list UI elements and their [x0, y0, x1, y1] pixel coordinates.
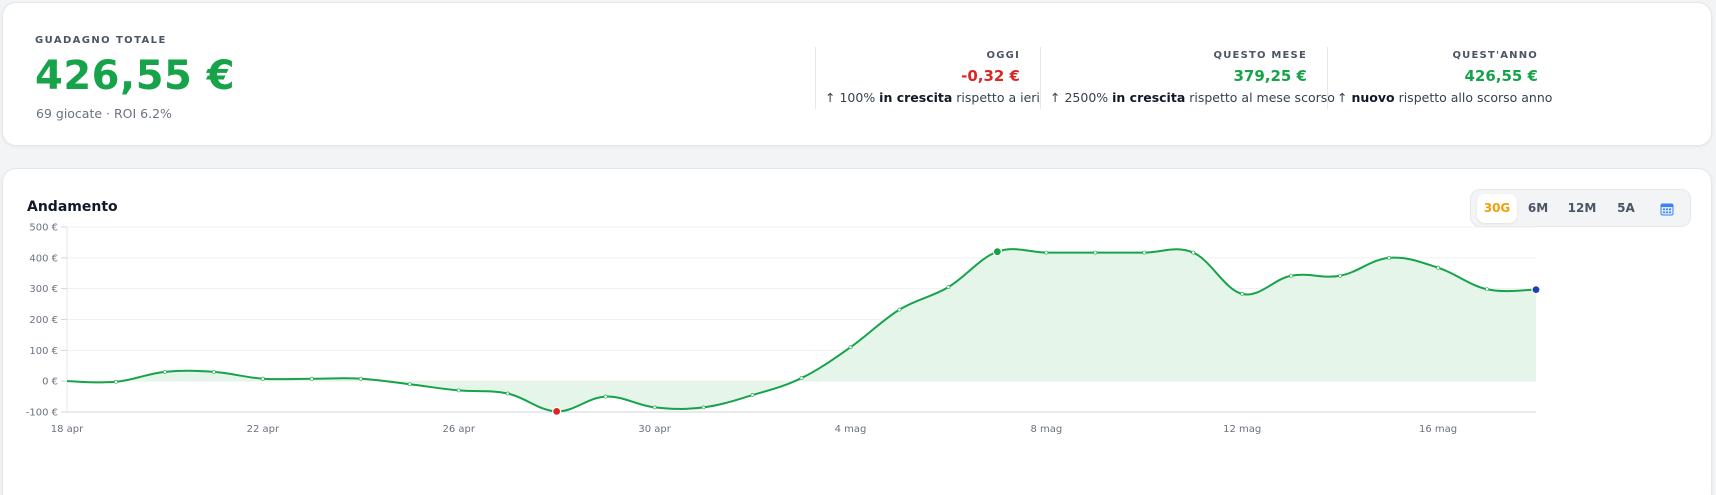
y-tick-label: 500 € [29, 223, 58, 234]
trend-chart: 500 € 400 € 300 € 200 € 100 € 0 € -100 € 18 apr… [26, 223, 1541, 435]
calendar-icon [1660, 203, 1674, 215]
x-tick-label: 12 mag [1223, 424, 1261, 435]
data-point [1142, 250, 1147, 255]
y-tick-label: 0 € [42, 377, 58, 388]
chart-title: Andamento [27, 199, 118, 215]
range-button-12m[interactable]: 12M [1567, 201, 1597, 215]
data-point [456, 388, 461, 393]
y-tick-label: 100 € [29, 346, 58, 357]
data-point [799, 376, 804, 380]
x-tick-label: 16 mag [1419, 424, 1457, 435]
stat-label: QUEST'ANNO [1452, 50, 1538, 61]
x-tick-label: 30 apr [638, 424, 671, 435]
x-tick-label: 26 apr [442, 424, 475, 435]
x-tick-label: 22 apr [247, 424, 280, 435]
data-point [750, 393, 755, 397]
y-tick-label: 300 € [29, 284, 58, 295]
stat-this-year: QUEST'ANNO 426,55 € ↑ nuovo rispetto all… [1337, 47, 1553, 109]
data-point [211, 370, 216, 374]
data-point [1436, 265, 1440, 270]
stat-value: -0,32 € [961, 67, 1020, 85]
trend-card: Andamento 30G 6M 12M 5A 500 € 400 € 300 € 2… [2, 168, 1712, 495]
total-profit-label: GUADAGNO TOTALE [35, 35, 167, 46]
data-point [848, 345, 853, 350]
arrow-up-icon: ↑ [825, 90, 836, 105]
data-point [114, 379, 118, 384]
data-point [1289, 273, 1294, 278]
last-marker [1531, 284, 1541, 295]
stat-note: ↑ nuovo rispetto allo scorso anno [1337, 90, 1553, 105]
data-point [1338, 273, 1343, 278]
series-area [67, 249, 1536, 412]
divider [815, 47, 816, 109]
calendar-button[interactable] [1649, 194, 1685, 223]
y-tick-label: 200 € [29, 315, 58, 326]
data-point [897, 307, 902, 312]
summary-card: GUADAGNO TOTALE 426,55 € 69 giocate · RO… [2, 2, 1712, 146]
range-button-5a[interactable]: 5A [1617, 201, 1635, 215]
arrow-up-icon: ↑ [1337, 90, 1348, 105]
stat-note: ↑ 100% in crescita rispetto a ieri [825, 90, 1040, 105]
total-profit-subtitle: 69 giocate · ROI 6.2% [36, 106, 172, 121]
stat-today: OGGI -0,32 € ↑ 100% in crescita rispetto… [825, 47, 1040, 109]
data-point [603, 394, 608, 399]
data-point [652, 405, 657, 410]
data-point [407, 382, 412, 387]
divider [1040, 47, 1041, 109]
total-profit-value: 426,55 € [35, 53, 236, 99]
range-selector: 30G 6M 12M 5A [1470, 189, 1691, 227]
data-point [358, 376, 363, 381]
data-point [1387, 255, 1392, 260]
data-point [946, 285, 951, 290]
x-tick-label: 8 mag [1030, 424, 1062, 435]
x-tick-label: 4 mag [835, 424, 867, 435]
x-tick-label: 18 apr [51, 424, 84, 435]
stat-value: 379,25 € [1233, 67, 1307, 85]
data-point [505, 391, 510, 396]
stat-this-month: QUESTO MESE 379,25 € ↑ 2500% in crescita… [1050, 47, 1335, 109]
stat-note: ↑ 2500% in crescita rispetto al mese sco… [1050, 90, 1335, 105]
data-point [163, 370, 167, 374]
max-marker [992, 247, 1002, 257]
range-button-30g[interactable]: 30G [1477, 194, 1517, 223]
data-point [701, 405, 706, 410]
stat-value: 426,55 € [1464, 67, 1538, 85]
data-point [1044, 250, 1049, 255]
arrow-up-icon: ↑ [1050, 90, 1061, 105]
data-point [1093, 250, 1098, 255]
range-button-6m[interactable]: 6M [1527, 201, 1549, 215]
stat-label: QUESTO MESE [1213, 50, 1307, 61]
data-point [1191, 250, 1196, 255]
divider [1327, 47, 1328, 109]
data-point [309, 376, 314, 381]
stat-label: OGGI [986, 50, 1020, 61]
data-point [1240, 292, 1245, 296]
data-point [260, 376, 265, 381]
data-point [1485, 287, 1489, 292]
y-tick-label: -100 € [26, 408, 58, 419]
y-tick-label: 400 € [29, 253, 58, 264]
min-marker [552, 406, 562, 416]
